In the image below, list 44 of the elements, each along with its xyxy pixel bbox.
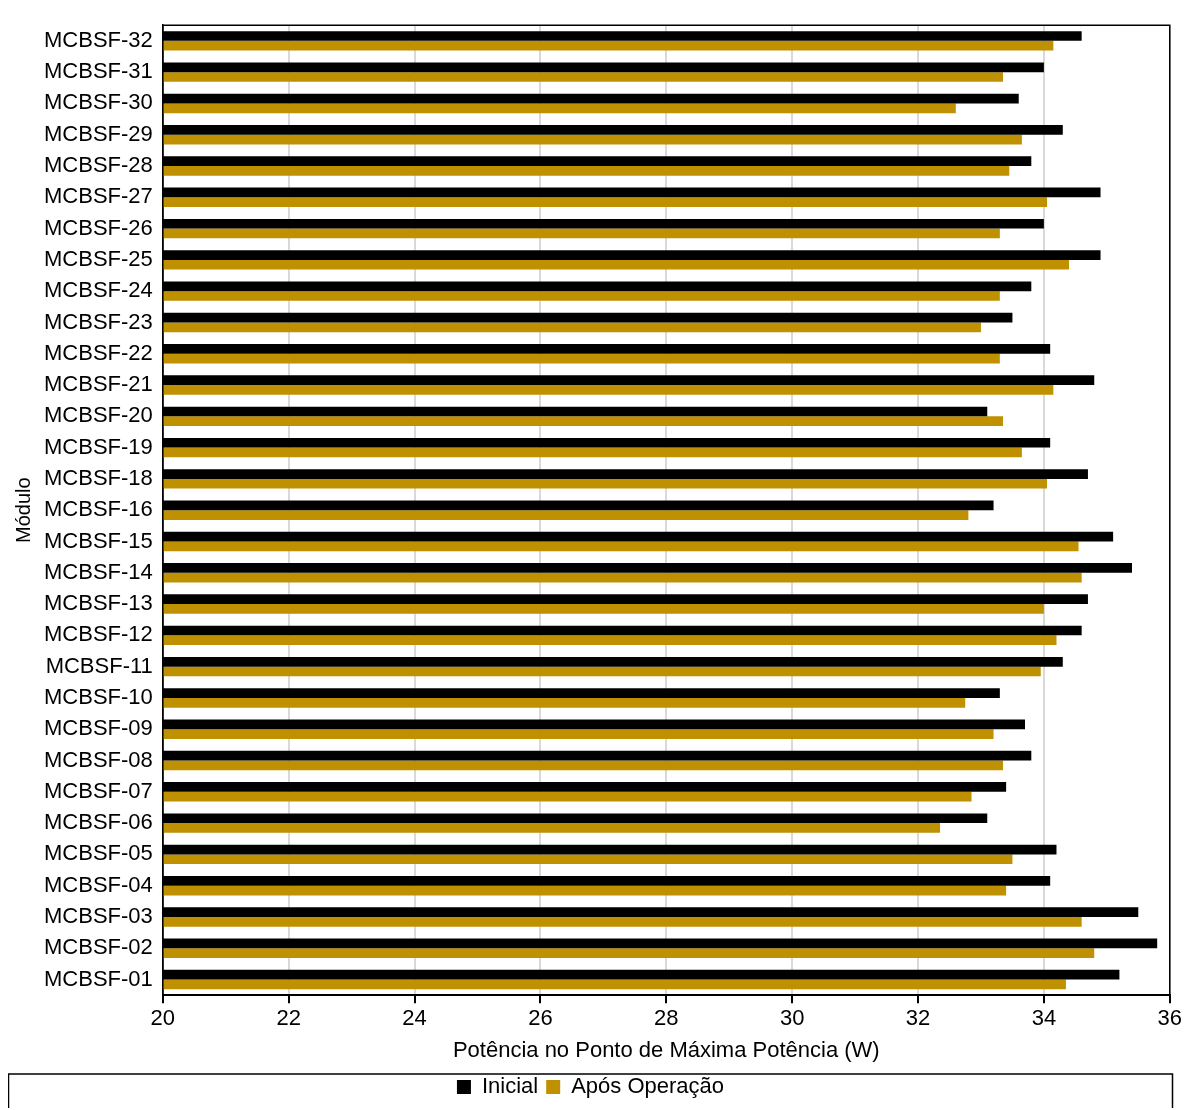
y-tick-label: MCBSF-25 [44,245,153,271]
x-tick-label: 28 [654,1005,679,1031]
y-tick-label: MCBSF-28 [44,152,153,178]
y-tick-label: MCBSF-06 [44,809,153,835]
y-tick-label: MCBSF-19 [44,433,153,459]
legend-label: Após Operação [571,1073,725,1099]
x-tick-label: 20 [150,1005,176,1031]
x-tick-label: 32 [905,1005,931,1031]
y-tick-label: MCBSF-08 [44,746,153,772]
y-tick-label: MCBSF-23 [44,308,153,334]
y-tick-label: MCBSF-16 [44,496,153,522]
x-tick-label: 24 [402,1005,427,1031]
x-tick-label: 22 [276,1005,301,1031]
y-axis-title: Módulo [11,477,34,543]
y-tick-label: MCBSF-29 [44,120,153,146]
x-tick-label: 26 [528,1005,553,1031]
y-tick-label: MCBSF-27 [44,183,153,209]
y-tick-label: MCBSF-31 [44,58,153,84]
y-tick-label: MCBSF-24 [44,277,153,303]
y-tick-label: MCBSF-03 [44,903,153,929]
y-tick-label: MCBSF-15 [44,527,153,553]
y-tick-label: MCBSF-05 [44,840,153,866]
y-tick-label: MCBSF-07 [44,777,153,803]
y-tick-label: MCBSF-18 [44,464,153,490]
y-tick-label: MCBSF-32 [44,26,153,52]
y-tick-label: MCBSF-02 [44,934,153,960]
y-tick-label: MCBSF-11 [45,652,153,678]
x-tick-label: 36 [1157,1005,1183,1031]
legend-label: Inicial [481,1073,539,1099]
y-tick-label: MCBSF-22 [44,339,153,365]
x-axis-title: Potência no Ponto de Máxima Potência (W) [452,1036,880,1062]
y-tick-label: MCBSF-10 [44,684,153,709]
x-tick-label: 30 [779,1005,805,1031]
y-tick-label: MCBSF-21 [44,371,153,397]
y-tick-label: MCBSF-30 [44,89,153,115]
y-tick-label: MCBSF-09 [44,715,153,741]
y-tick-label: MCBSF-20 [44,402,153,428]
x-tick-label: 34 [1031,1005,1057,1031]
y-tick-label: MCBSF-01 [44,965,153,991]
y-tick-label: MCBSF-13 [44,590,153,616]
y-tick-label: MCBSF-12 [44,621,153,647]
y-tick-label: MCBSF-14 [44,558,153,584]
y-tick-label: MCBSF-26 [44,214,153,240]
y-tick-label: MCBSF-04 [44,871,153,897]
